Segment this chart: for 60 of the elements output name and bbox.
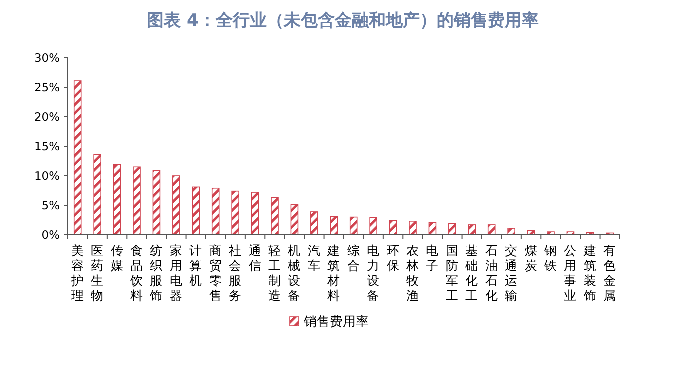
- bar: [508, 228, 516, 236]
- x-tick-label: 轻工制造: [268, 243, 282, 303]
- y-tick-label: 25%: [34, 80, 60, 94]
- bar: [290, 204, 299, 236]
- x-tick-label: 计算机: [190, 243, 203, 288]
- x-tick-label: 家用电器: [170, 243, 183, 303]
- x-tick-label: 建筑装饰: [582, 243, 597, 303]
- bar: [172, 176, 180, 236]
- y-tick-label: 0%: [42, 228, 60, 242]
- x-tick-label: 传媒: [110, 243, 124, 273]
- bar: [409, 221, 417, 236]
- x-tick-label: 机械设备: [288, 243, 302, 303]
- x-tick-label: 汽车: [308, 243, 321, 273]
- bar: [488, 224, 496, 236]
- y-tick-label: 10%: [34, 169, 60, 183]
- chart-title: 图表 4：全行业（未包含金融和地产）的销售费用率: [147, 11, 539, 31]
- y-tick-label: 15%: [34, 140, 60, 154]
- x-tick-label: 美容护理: [70, 243, 84, 303]
- legend-label: 销售费用率: [303, 314, 369, 330]
- y-tick-label: 20%: [34, 110, 60, 124]
- bar: [192, 186, 200, 236]
- y-tick-label: 5%: [42, 198, 60, 212]
- x-tick-label: 农林牧渔: [406, 243, 420, 303]
- x-tick-label: 通信: [248, 243, 262, 273]
- x-tick-label: 国防军工: [446, 243, 459, 303]
- y-tick-label: 30%: [34, 51, 60, 65]
- bar: [212, 188, 220, 236]
- bar: [350, 216, 358, 236]
- bar: [94, 154, 102, 236]
- x-tick-label: 建筑材料: [326, 243, 341, 303]
- bar: [152, 170, 161, 236]
- bar: [251, 192, 260, 236]
- bar: [310, 212, 318, 236]
- x-tick-label: 基础化工: [464, 243, 479, 303]
- x-tick-label: 社会服务: [229, 243, 242, 303]
- x-tick-label: 医药生物: [91, 243, 104, 303]
- x-tick-label: 石油石化: [485, 243, 498, 303]
- bar: [428, 222, 437, 236]
- bar: [232, 190, 240, 236]
- bar: [448, 223, 456, 236]
- bar: [389, 220, 398, 236]
- x-tick-label: 环保: [386, 243, 400, 273]
- bar: [370, 217, 378, 236]
- bar: [330, 216, 338, 236]
- x-tick-label: 纺织服饰: [149, 243, 164, 303]
- bar: [133, 166, 141, 236]
- x-tick-label: 食品饮料: [130, 243, 144, 303]
- bar: [74, 80, 82, 236]
- x-tick-label: 综合: [347, 243, 360, 273]
- x-tick-label: 有色金属: [604, 243, 617, 303]
- x-tick-label: 商贸零售: [209, 243, 222, 303]
- x-tick-label: 电子: [426, 243, 440, 273]
- bar: [113, 164, 122, 236]
- x-tick-label: 交通运输: [505, 243, 518, 303]
- x-tick-label: 钢铁: [544, 243, 558, 273]
- x-tick-label: 电力设备: [367, 243, 380, 303]
- x-tick-label: 公用事业: [564, 243, 578, 303]
- x-tick-label: 煤炭: [524, 243, 538, 273]
- bar: [468, 224, 476, 236]
- bar: [271, 197, 279, 236]
